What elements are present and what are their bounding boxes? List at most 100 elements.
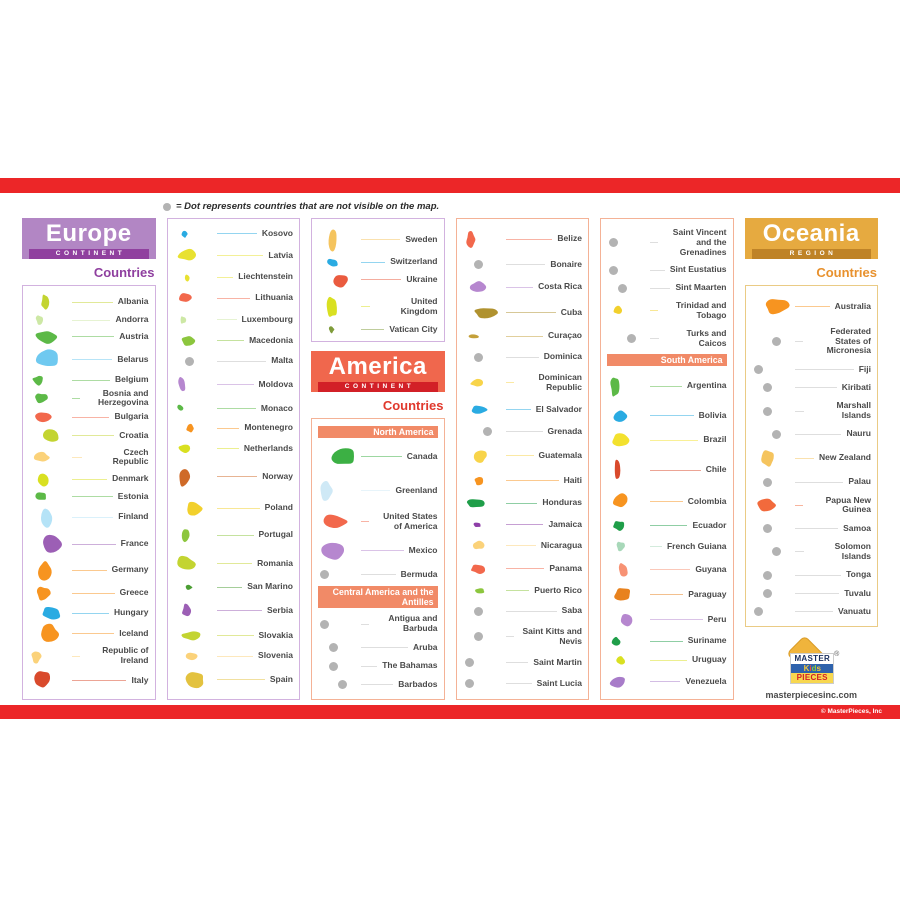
country-row: Croatia xyxy=(29,426,149,445)
country-label: Portugal xyxy=(258,529,293,540)
country-shape-icon xyxy=(185,584,192,590)
country-label: Slovakia xyxy=(258,629,294,640)
country-label: Argentina xyxy=(686,380,727,391)
shape-zone xyxy=(29,605,69,621)
country-label: Sint Eustatius xyxy=(669,264,727,275)
shape-zone xyxy=(752,383,792,393)
country-label: Iceland xyxy=(119,627,149,638)
country-shape-icon xyxy=(177,377,185,392)
country-shape-icon xyxy=(470,564,485,574)
country-row: Luxembourg xyxy=(174,314,293,325)
country-shape-icon xyxy=(176,556,196,570)
country-label: Lithuania xyxy=(255,292,293,303)
leader-line xyxy=(505,356,539,358)
country-row: Solomon Islands xyxy=(752,541,871,562)
country-label: Palau xyxy=(848,476,871,487)
country-label: Chile xyxy=(705,464,727,475)
shape-zone xyxy=(463,448,503,464)
leader-line xyxy=(361,279,402,281)
leader-line xyxy=(794,433,842,435)
country-row: Montenegro xyxy=(174,422,293,434)
shape-zone xyxy=(463,378,503,388)
country-row: New Zealand xyxy=(752,448,871,469)
header-subtitle: CONTINENT xyxy=(29,249,149,259)
shape-zone xyxy=(174,423,214,434)
leader-line xyxy=(794,340,803,342)
country-row: Sweden xyxy=(318,226,438,254)
leader-line xyxy=(216,319,237,321)
country-label: Croatia xyxy=(119,430,149,441)
country-row: Dominica xyxy=(463,352,582,362)
leader-line xyxy=(72,543,116,545)
country-row: Haiti xyxy=(463,474,582,487)
leader-line xyxy=(216,655,254,657)
country-shape-icon xyxy=(33,451,50,462)
shape-zone xyxy=(607,265,647,275)
country-row: Belgium xyxy=(29,374,149,387)
country-row: El Salvador xyxy=(463,404,582,416)
leader-line xyxy=(505,568,545,570)
country-label: Paraguay xyxy=(688,589,727,600)
country-shape-icon xyxy=(178,444,190,453)
country-row: Guatemala xyxy=(463,448,582,464)
shape-zone xyxy=(318,292,358,322)
country-label: Macedonia xyxy=(249,334,293,345)
shape-zone xyxy=(29,451,69,464)
america-header: America CONTINENT Countries xyxy=(311,351,445,415)
country-shape-icon xyxy=(320,481,333,502)
country-shape-icon xyxy=(612,493,628,508)
country-shape-icon xyxy=(327,258,338,267)
country-label: Montenegro xyxy=(244,422,293,433)
header-title: America xyxy=(328,353,427,380)
leader-line xyxy=(72,478,108,480)
country-label: Haiti xyxy=(563,474,582,485)
hidden-country-dot-icon xyxy=(329,643,338,653)
leader-line xyxy=(505,312,556,314)
country-row: Latvia xyxy=(174,248,293,263)
country-row: Lithuania xyxy=(174,291,293,305)
section: Sweden Switzerland Ukraine United Kingdom Va… xyxy=(318,224,438,336)
country-label: Cuba xyxy=(560,307,582,318)
country-row: Greece xyxy=(29,584,149,603)
country-row: Spain xyxy=(174,670,293,689)
hidden-country-dot-icon xyxy=(184,356,194,366)
country-shape-icon xyxy=(35,331,58,345)
country-list-box: Sweden Switzerland Ukraine United Kingdom Va… xyxy=(311,218,445,342)
country-shape-icon xyxy=(321,543,345,560)
leader-line xyxy=(505,286,534,288)
country-label: Bermuda xyxy=(400,568,438,579)
country-row: Moldova xyxy=(174,375,293,394)
shape-zone xyxy=(29,559,69,582)
country-shape-icon xyxy=(465,230,475,248)
country-shape-icon xyxy=(756,499,776,512)
country-shape-icon xyxy=(611,636,621,646)
shape-zone xyxy=(29,314,69,326)
bottom-red-bar: © MasterPieces, Inc xyxy=(0,705,900,719)
leader-line xyxy=(361,665,378,667)
shape-zone xyxy=(463,606,503,616)
shape-zone xyxy=(463,475,503,487)
country-label: Jamaica xyxy=(548,518,582,529)
country-row: Denmark xyxy=(29,469,149,489)
country-label: Belize xyxy=(557,233,582,244)
shape-zone xyxy=(463,563,503,575)
country-row: Fiji xyxy=(752,364,871,375)
shape-zone xyxy=(29,648,69,665)
leader-line xyxy=(72,592,115,594)
country-label: Dominican Republic xyxy=(538,372,582,392)
country-shape-icon xyxy=(40,508,53,528)
country-row: Guyana xyxy=(607,561,727,578)
hidden-country-dot-icon xyxy=(464,658,474,668)
country-row: Malta xyxy=(174,355,293,366)
country-shape-icon xyxy=(35,412,52,423)
country-row: Honduras xyxy=(463,497,582,509)
shape-zone xyxy=(29,532,69,557)
country-shape-icon xyxy=(620,613,633,626)
shape-zone xyxy=(29,292,69,312)
country-shape-icon xyxy=(612,432,630,446)
leader-line xyxy=(505,524,544,526)
leader-line xyxy=(505,502,538,504)
europe-header: Europe CONTINENT Countries xyxy=(22,218,156,282)
shape-zone xyxy=(607,432,647,449)
country-row: Finland xyxy=(29,505,149,530)
